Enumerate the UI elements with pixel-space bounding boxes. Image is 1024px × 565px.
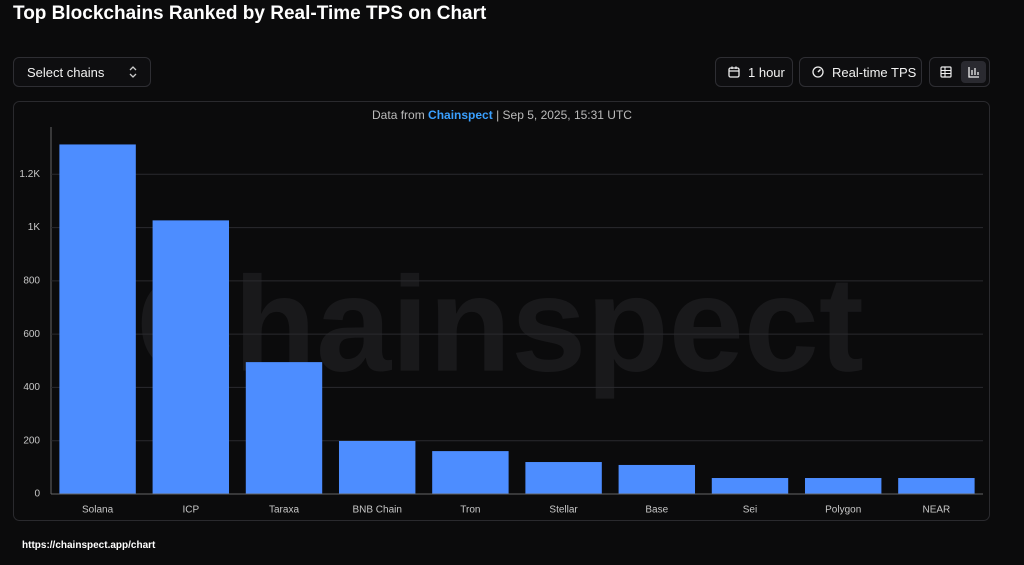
bar-icon bbox=[967, 67, 979, 78]
x-tick-label: Stellar bbox=[549, 505, 578, 516]
metric-button[interactable]: Real-time TPS bbox=[799, 57, 922, 87]
view-toggle bbox=[929, 57, 990, 87]
page-title: Top Blockchains Ranked by Real-Time TPS … bbox=[13, 3, 487, 24]
footer-url: https://chainspect.app/chart bbox=[22, 540, 156, 551]
gauge-icon bbox=[812, 66, 824, 78]
x-tick-label: Polygon bbox=[825, 505, 861, 516]
timestamp: Sep 5, 2025, 15:31 UTC bbox=[503, 108, 633, 122]
y-tick-label: 600 bbox=[23, 329, 40, 340]
table-icon bbox=[939, 66, 952, 78]
chevron-icon bbox=[129, 66, 137, 78]
table-view[interactable] bbox=[933, 61, 958, 83]
y-tick-label: 1.2K bbox=[19, 169, 40, 180]
x-tick-label: NEAR bbox=[923, 505, 951, 516]
watermark: Chainspect bbox=[136, 249, 864, 400]
time-label: 1 hour bbox=[748, 64, 785, 80]
x-tick-label: BNB Chain bbox=[352, 505, 401, 516]
source-prefix: Data from bbox=[372, 108, 425, 122]
y-tick-label: 200 bbox=[23, 435, 40, 446]
y-tick-label: 0 bbox=[34, 489, 40, 500]
bar bbox=[152, 220, 230, 494]
y-tick-label: 400 bbox=[23, 382, 40, 393]
bar bbox=[432, 451, 509, 494]
bar bbox=[804, 478, 882, 494]
x-tick-label: Taraxa bbox=[269, 505, 299, 516]
bar bbox=[245, 362, 323, 494]
separator: | bbox=[496, 108, 499, 122]
source-name: Chainspect bbox=[428, 108, 493, 122]
bar bbox=[525, 462, 602, 494]
bar bbox=[59, 144, 136, 494]
y-tick-label: 800 bbox=[23, 275, 40, 286]
data-source: Data from Chainspect | Sep 5, 2025, 15:3… bbox=[372, 108, 632, 122]
bar bbox=[898, 478, 975, 494]
y-tick-label: 1K bbox=[28, 222, 41, 233]
metric-label: Real-time TPS bbox=[832, 64, 917, 80]
x-tick-label: ICP bbox=[182, 505, 199, 516]
chart: Chainspect Data from Chainspect | Sep 5,… bbox=[13, 101, 990, 521]
x-tick-label: Tron bbox=[460, 505, 480, 516]
x-tick-label: Solana bbox=[82, 505, 114, 516]
bar bbox=[711, 478, 789, 494]
chain-select[interactable]: Select chains bbox=[13, 57, 151, 87]
select-label: Select chains bbox=[27, 64, 105, 80]
bar bbox=[338, 440, 416, 494]
chart-view[interactable] bbox=[961, 61, 986, 83]
x-tick-label: Sei bbox=[743, 505, 757, 516]
calendar-icon bbox=[728, 66, 740, 78]
bar bbox=[618, 464, 696, 494]
time-button[interactable]: 1 hour bbox=[715, 57, 793, 87]
x-tick-label: Base bbox=[645, 505, 668, 516]
